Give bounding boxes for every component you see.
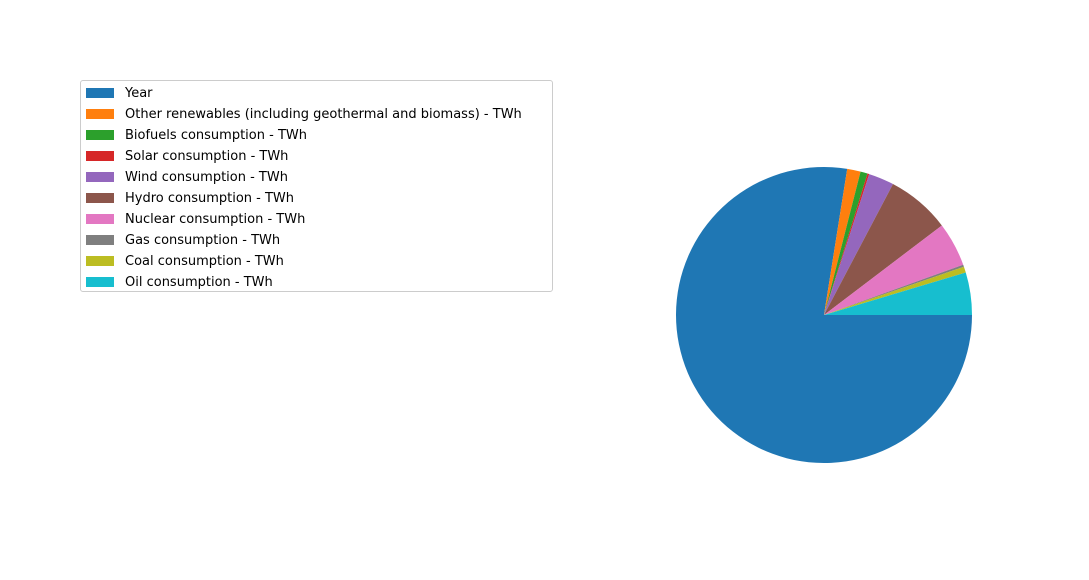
legend-item: Solar consumption - TWh bbox=[86, 147, 288, 165]
legend-swatch bbox=[86, 256, 114, 266]
legend-item: Coal consumption - TWh bbox=[86, 252, 284, 270]
legend-label: Hydro consumption - TWh bbox=[125, 191, 294, 206]
legend-label: Biofuels consumption - TWh bbox=[125, 128, 307, 143]
legend-item: Nuclear consumption - TWh bbox=[86, 210, 305, 228]
legend-swatch bbox=[86, 109, 114, 119]
legend-label: Other renewables (including geothermal a… bbox=[125, 107, 522, 122]
legend-label: Solar consumption - TWh bbox=[125, 149, 288, 164]
legend-item: Year bbox=[86, 84, 153, 102]
legend-swatch bbox=[86, 193, 114, 203]
legend-label: Gas consumption - TWh bbox=[125, 233, 280, 248]
legend-item: Biofuels consumption - TWh bbox=[86, 126, 307, 144]
legend-swatch bbox=[86, 88, 114, 98]
legend-label: Wind consumption - TWh bbox=[125, 170, 288, 185]
chart-legend: Year Other renewables (including geotherm… bbox=[80, 80, 553, 292]
legend-swatch bbox=[86, 235, 114, 245]
legend-label: Coal consumption - TWh bbox=[125, 254, 284, 269]
legend-item: Hydro consumption - TWh bbox=[86, 189, 294, 207]
legend-label: Year bbox=[125, 86, 153, 101]
legend-label: Oil consumption - TWh bbox=[125, 275, 273, 290]
legend-item: Oil consumption - TWh bbox=[86, 273, 273, 291]
legend-swatch bbox=[86, 277, 114, 287]
legend-swatch bbox=[86, 172, 114, 182]
legend-item: Other renewables (including geothermal a… bbox=[86, 105, 522, 123]
pie-slices bbox=[676, 167, 972, 463]
legend-label: Nuclear consumption - TWh bbox=[125, 212, 305, 227]
legend-item: Gas consumption - TWh bbox=[86, 231, 280, 249]
legend-item: Wind consumption - TWh bbox=[86, 168, 288, 186]
legend-swatch bbox=[86, 214, 114, 224]
legend-swatch bbox=[86, 130, 114, 140]
legend-swatch bbox=[86, 151, 114, 161]
